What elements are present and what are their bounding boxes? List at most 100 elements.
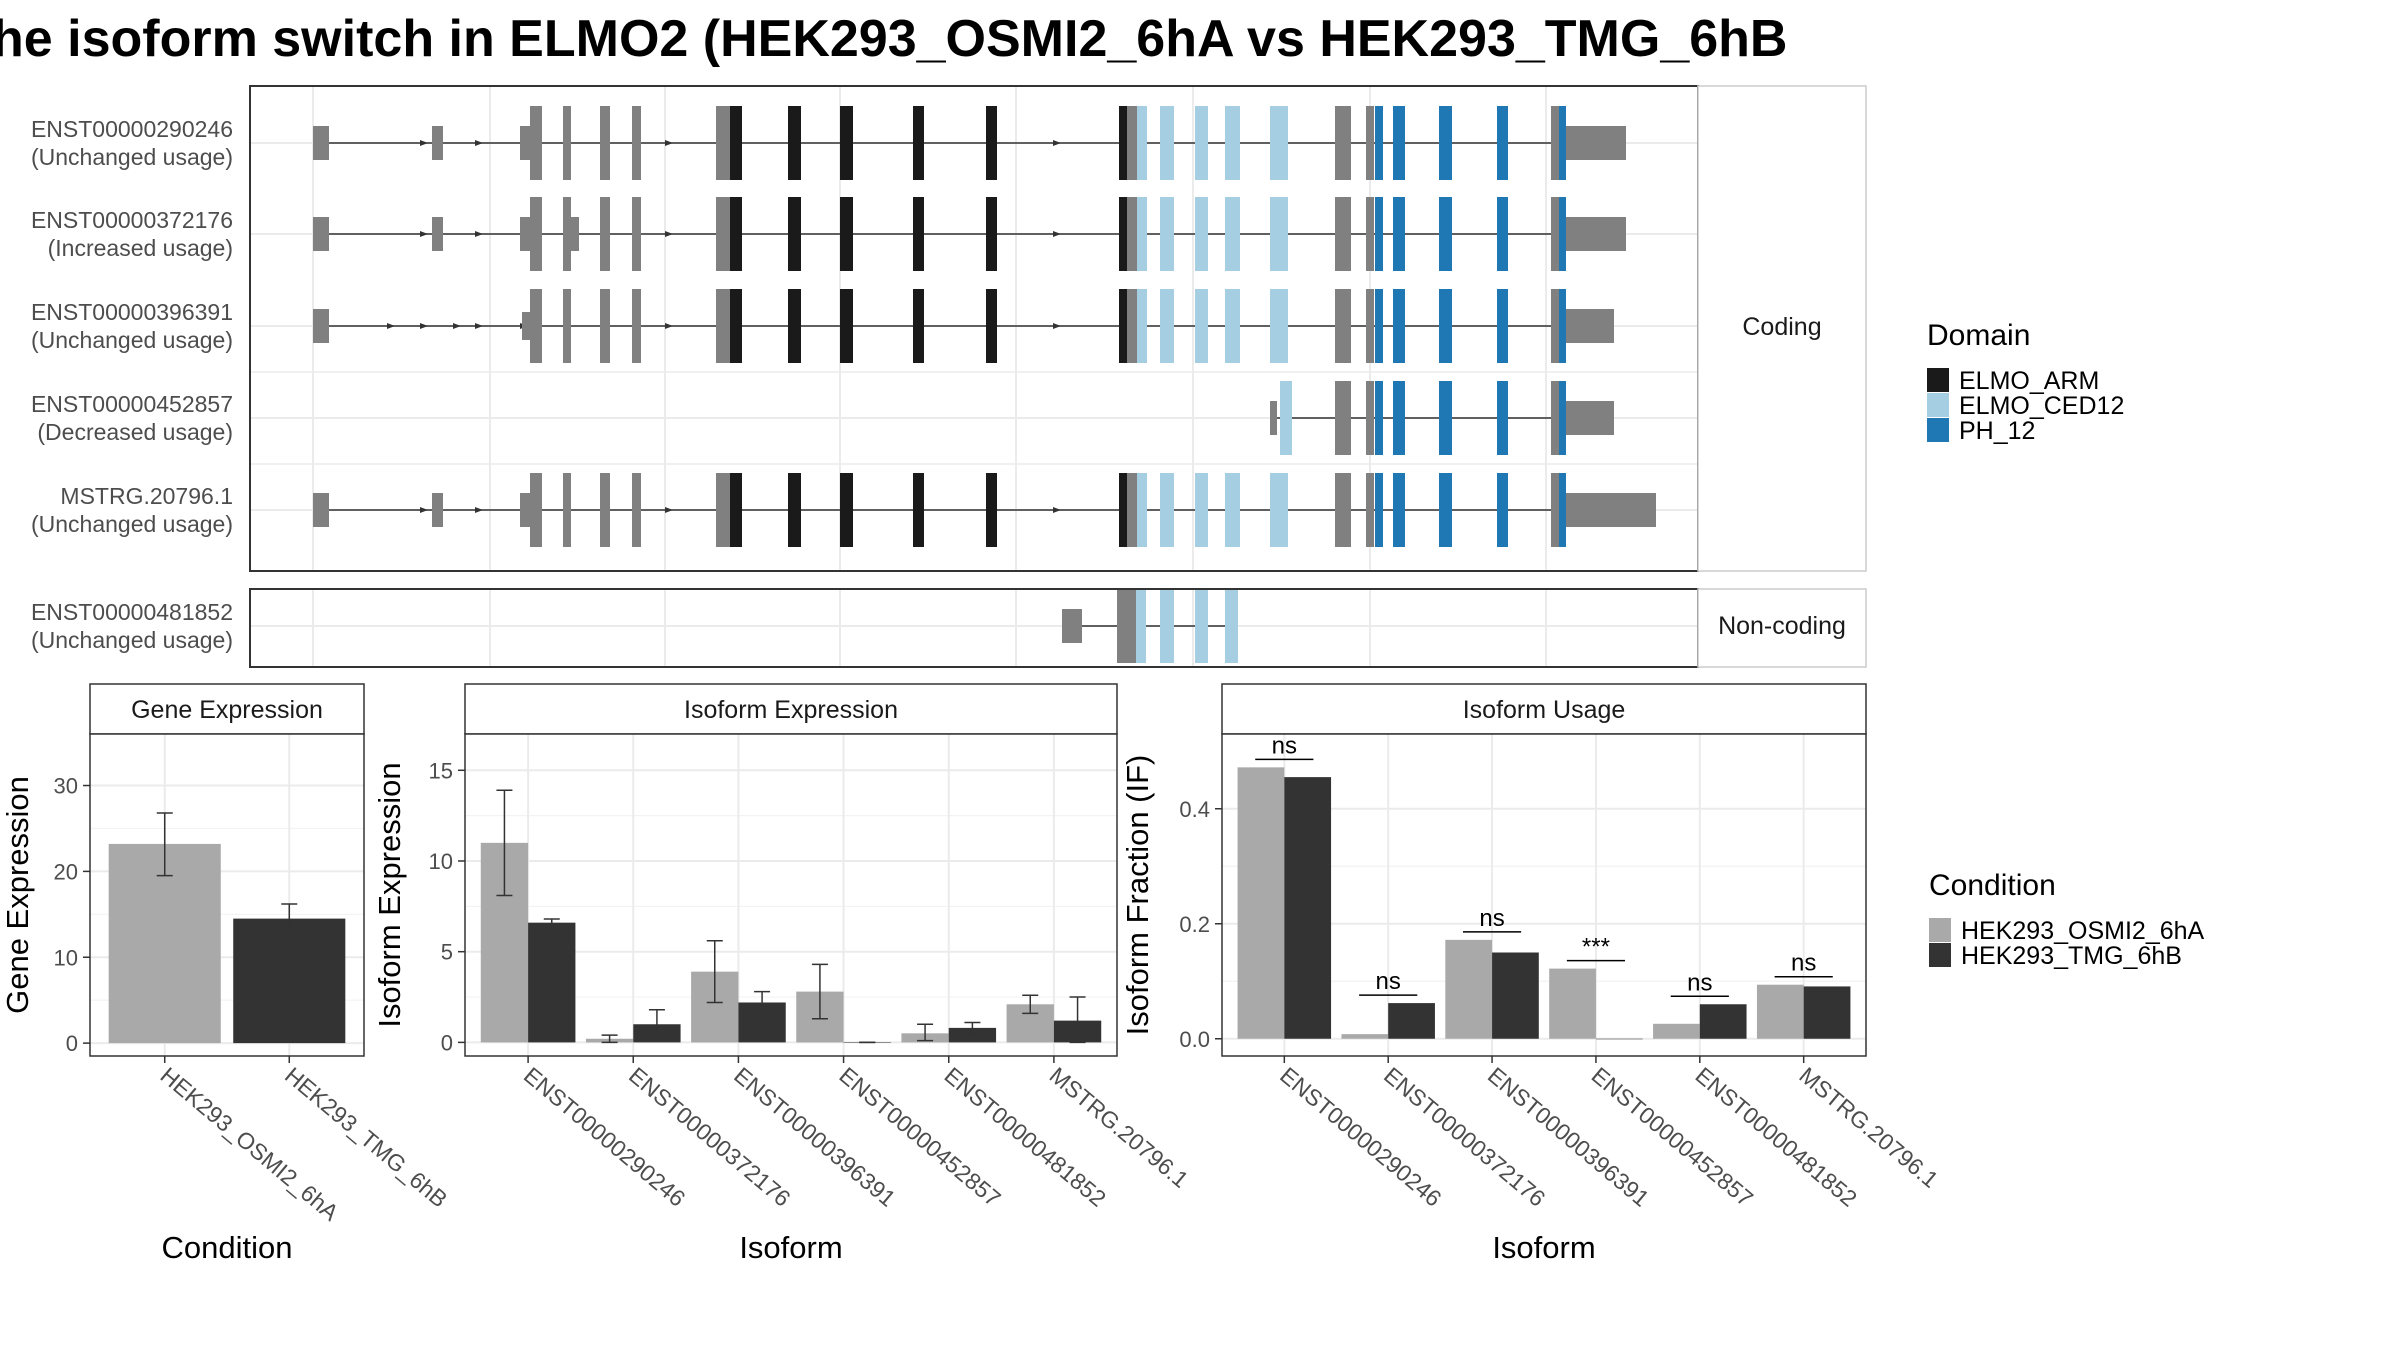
domain-exon <box>1335 473 1351 547</box>
significance-label: ns <box>1687 969 1712 996</box>
exon <box>1117 589 1137 663</box>
intron-direction-arrow <box>665 507 673 513</box>
intron-direction-arrow <box>665 140 673 146</box>
exon-utr <box>1062 609 1082 643</box>
exon <box>563 289 571 363</box>
y-tick-label: 5 <box>441 940 453 965</box>
exon-utr <box>520 493 530 527</box>
panel-title: Isoform Usage <box>1463 696 1626 724</box>
domain-exon <box>1497 106 1508 180</box>
intron-direction-arrow <box>1053 323 1061 329</box>
domain-exon <box>1551 473 1559 547</box>
domain-exon <box>788 106 801 180</box>
significance-label: ns <box>1272 732 1297 759</box>
domain-exon <box>1195 473 1208 547</box>
significance-label: *** <box>1582 934 1610 961</box>
exon <box>632 473 641 547</box>
domain-legend-key-elmo-ced12 <box>1927 393 1949 417</box>
domain-exon <box>1119 473 1127 547</box>
domain-exon <box>1375 473 1383 547</box>
intron-direction-arrow <box>475 323 483 329</box>
domain-exon <box>913 197 924 271</box>
exon <box>632 289 641 363</box>
exon <box>530 473 542 547</box>
transcript-usage-label: (Unchanged usage) <box>31 144 233 170</box>
isoform-structure-panel: ENST00000290246(Unchanged usage)ENST0000… <box>31 85 1867 668</box>
domain-legend-key-elmo-arm <box>1927 368 1949 392</box>
domain-exon <box>986 197 997 271</box>
exon <box>600 197 610 271</box>
x-axis-title: Isoform <box>1492 1230 1595 1265</box>
domain-exon <box>840 289 853 363</box>
y-tick-label: 10 <box>429 849 453 874</box>
domain-exon <box>986 473 997 547</box>
y-axis-title: Isoform Fraction (IF) <box>1120 755 1155 1036</box>
exon-utr <box>432 126 443 160</box>
transcript-id-label: MSTRG.20796.1 <box>60 483 233 509</box>
domain-exon <box>1551 289 1559 363</box>
y-tick-label: 0 <box>441 1030 453 1055</box>
exon <box>530 106 542 180</box>
coding-strip <box>1697 85 1867 572</box>
domain-exon <box>716 289 734 363</box>
x-axis-title: Condition <box>162 1230 293 1265</box>
coding-panel-bg <box>250 86 1698 571</box>
transcript-id-label: ENST00000290246 <box>31 116 233 142</box>
exon-utr <box>313 493 329 527</box>
domain-exon <box>1559 197 1566 271</box>
domain-legend-title: Domain <box>1927 319 2030 352</box>
exon <box>632 197 641 271</box>
domain-exon <box>1119 197 1127 271</box>
bar <box>108 843 221 1044</box>
transcript-id-label: ENST00000396391 <box>31 299 233 325</box>
domain-exon <box>1335 289 1351 363</box>
exon-utr <box>313 309 329 343</box>
condition-legend-key-osmi2 <box>1929 918 1951 942</box>
plot-border <box>1221 733 1867 1057</box>
domain-exon <box>1127 289 1137 363</box>
intron-direction-arrow <box>475 140 483 146</box>
domain-legend-label-ph-12: PH_12 <box>1959 417 2035 445</box>
domain-exon <box>1127 106 1137 180</box>
panel-title-strip <box>1221 683 1867 735</box>
intron-direction-arrow <box>1053 140 1061 146</box>
bar <box>1549 968 1596 1039</box>
domain-exon <box>1375 289 1383 363</box>
domain-exon <box>1137 473 1147 547</box>
exon-utr <box>432 493 443 527</box>
domain-exon <box>1375 197 1383 271</box>
domain-exon <box>1195 289 1208 363</box>
intron-direction-arrow <box>420 507 428 513</box>
exon <box>530 197 542 271</box>
exon-utr <box>313 126 329 160</box>
bar <box>1445 939 1493 1039</box>
domain-exon <box>788 473 801 547</box>
domain-exon <box>1160 197 1174 271</box>
noncoding-strip-label: Non-coding <box>1718 612 1846 640</box>
intron-direction-arrow <box>420 231 428 237</box>
domain-exon <box>1559 381 1566 455</box>
intron-direction-arrow <box>475 231 483 237</box>
bar <box>528 922 576 1043</box>
domain-exon <box>1559 106 1566 180</box>
transcript-usage-label: (Unchanged usage) <box>31 327 233 353</box>
domain-exon <box>1270 473 1288 547</box>
domain-exon <box>788 197 801 271</box>
y-tick-label: 0.2 <box>1179 912 1210 937</box>
domain-legend-label-elmo-ced12: ELMO_CED12 <box>1959 392 2124 420</box>
domain-exon <box>1137 106 1147 180</box>
domain-exon <box>716 197 734 271</box>
y-tick-label: 0.0 <box>1179 1027 1210 1052</box>
significance-label: ns <box>1376 968 1401 995</box>
y-tick-label: 0.4 <box>1179 797 1210 822</box>
exon-utr <box>522 312 530 340</box>
chart-panel-2: Isoform Usage0.00.20.4nsnsns***nsnsENST0… <box>1120 683 1943 1265</box>
domain-exon <box>913 473 924 547</box>
domain-exon <box>1160 289 1174 363</box>
domain-exon <box>1335 381 1351 455</box>
domain-exon <box>1160 589 1174 663</box>
plot-border <box>464 733 1118 1057</box>
domain-exon <box>1559 473 1566 547</box>
domain-exon <box>1393 289 1405 363</box>
domain-exon <box>1160 106 1174 180</box>
